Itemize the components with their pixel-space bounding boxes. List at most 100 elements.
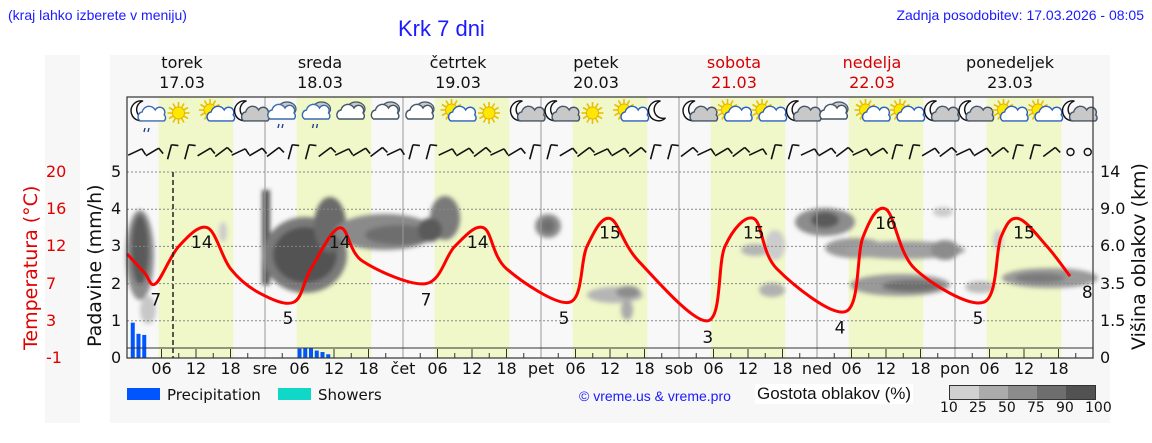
temperature-value-label: 3: [702, 328, 713, 348]
day-header: sobota 21.03: [674, 53, 794, 93]
density-tick: 25: [969, 400, 987, 416]
time-tick: 12: [875, 359, 897, 378]
wind-barb-icon: [529, 143, 541, 160]
time-tick: sob: [664, 359, 694, 378]
wind-barb-icon: [248, 147, 268, 157]
wind-barb-icon: [145, 147, 164, 157]
wind-barb-icon: [593, 148, 613, 156]
time-tick: 06: [289, 359, 310, 378]
time-tick: 18: [772, 359, 793, 378]
time-tick: 12: [599, 359, 621, 378]
copyright-link[interactable]: © vreme.us & vreme.pro: [579, 388, 731, 404]
time-tick: 12: [185, 359, 207, 378]
time-tick: pet: [527, 359, 555, 378]
cloud-icon: [370, 101, 401, 120]
cloud-icon: [819, 101, 849, 120]
day-name: četrtek: [429, 53, 487, 72]
wind-barb-icon: [334, 148, 354, 156]
day-date: 18.03: [297, 73, 343, 92]
temperature-value-label: 5: [559, 309, 570, 329]
cloud-density-scale: [949, 385, 1096, 400]
wind-barb-icon: [991, 146, 1010, 158]
temperature-tick: 12: [46, 236, 67, 256]
precipitation-bar: [314, 350, 319, 358]
time-tick: sre: [252, 359, 278, 378]
sun-cloud-icon: [889, 99, 926, 122]
time-tick: ned: [801, 359, 833, 378]
cloud-height-tick: 6.0: [1100, 236, 1126, 256]
temperature-value-label: 14: [467, 233, 489, 253]
time-tick: 18: [358, 359, 379, 378]
time-tick: 18: [910, 359, 931, 378]
temperature-value-label: 15: [599, 224, 621, 244]
wind-barb-icon: [818, 147, 837, 157]
time-tick: 18: [220, 359, 241, 378]
density-swatch: [1037, 386, 1066, 399]
day-name: ponedeljek: [966, 53, 1054, 72]
region-menu-hint[interactable]: (kraj lahko izberete v meniju): [8, 7, 187, 23]
wind-barb-icon: [748, 148, 768, 156]
wind-barb-icon: [891, 143, 903, 160]
precipitation-bar: [320, 352, 325, 358]
sun-icon: [478, 102, 500, 124]
wind-barb-icon: [490, 148, 509, 156]
showers-legend-label: Showers: [318, 386, 382, 404]
precipitation-tick: 1: [111, 310, 122, 330]
wind-barb-icon: [908, 143, 921, 160]
wind-barbs: [127, 143, 1092, 160]
precipitation-legend-label: Precipitation: [167, 386, 261, 404]
cloud-height-tick: 9.0: [1100, 199, 1126, 219]
sun-cloud-icon: [613, 99, 650, 122]
wind-barb-icon: [1083, 147, 1092, 157]
day-name: nedelja: [842, 53, 902, 72]
wind-barb-icon: [127, 148, 147, 156]
sun-cloud-icon: [440, 99, 477, 122]
wind-barb-icon: [304, 143, 317, 160]
time-tick: 18: [496, 359, 517, 378]
time-tick: 12: [1013, 359, 1035, 378]
precipitation-tick: 5: [111, 162, 122, 181]
sun-cloud-icon: [992, 99, 1029, 122]
density-tick: 50: [998, 400, 1016, 416]
density-swatch: [1008, 386, 1037, 399]
time-tick: 06: [151, 359, 172, 378]
wind-barb-icon: [318, 146, 337, 158]
wind-barb-icon: [287, 143, 300, 160]
wind-barb-icon: [787, 143, 800, 160]
wind-barb-icon: [1029, 143, 1041, 160]
temperature-value-label: 5: [283, 309, 294, 329]
day-header: nedelja 22.03: [812, 53, 932, 93]
cloud-height-tick: 14: [1100, 162, 1121, 181]
precipitation-tick: 2: [111, 273, 122, 293]
day-date: 19.03: [435, 73, 481, 92]
wind-barb-icon: [852, 148, 871, 156]
day-date: 20.03: [573, 73, 619, 92]
sun-cloud-icon: [199, 99, 236, 122]
temperature-value-label: 15: [1013, 224, 1035, 244]
wind-barb-icon: [869, 147, 889, 157]
temperature-tick: 7: [46, 273, 57, 293]
wind-barb-icon: [611, 147, 630, 157]
moon-cloud-icon: [958, 100, 995, 122]
moon-cloud-icon: [509, 100, 546, 122]
cloud-icon: [336, 101, 366, 120]
cloud-height-tick: 3.5: [1100, 273, 1126, 293]
temperature-tick: 20: [46, 162, 67, 181]
moon-cloud-icon: [923, 100, 960, 122]
day-header: četrtek 19.03: [398, 53, 518, 93]
sun-cloud-icon: [1027, 99, 1064, 122]
cloud-drizzle-icon: [301, 101, 332, 129]
temperature-value-label: 15: [743, 224, 765, 244]
temperature-value-label: 14: [329, 233, 351, 253]
temperature-value-label: 7: [421, 291, 432, 311]
day-date: 23.03: [987, 73, 1033, 92]
showers-legend-swatch: [278, 388, 311, 400]
moon-cloud-icon: [233, 100, 270, 122]
day-header: sreda 18.03: [260, 53, 380, 93]
time-tick: 12: [737, 359, 759, 378]
wind-barb-icon: [835, 146, 854, 158]
day-date: 21.03: [711, 73, 757, 92]
wind-barb-icon: [649, 143, 662, 160]
time-tick: 06: [979, 359, 1000, 378]
